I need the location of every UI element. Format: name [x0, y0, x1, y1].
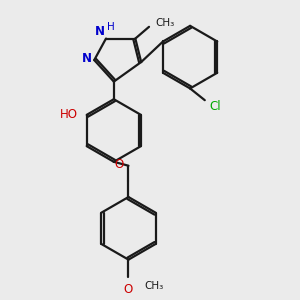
Text: CH₃: CH₃ — [155, 18, 174, 28]
Text: Cl: Cl — [210, 100, 221, 112]
Text: CH₃: CH₃ — [144, 281, 164, 291]
Text: N: N — [81, 52, 92, 64]
Text: N: N — [95, 25, 105, 38]
Text: O: O — [114, 158, 123, 171]
Text: HO: HO — [60, 108, 78, 122]
Text: H: H — [107, 22, 115, 32]
Text: O: O — [124, 283, 133, 296]
